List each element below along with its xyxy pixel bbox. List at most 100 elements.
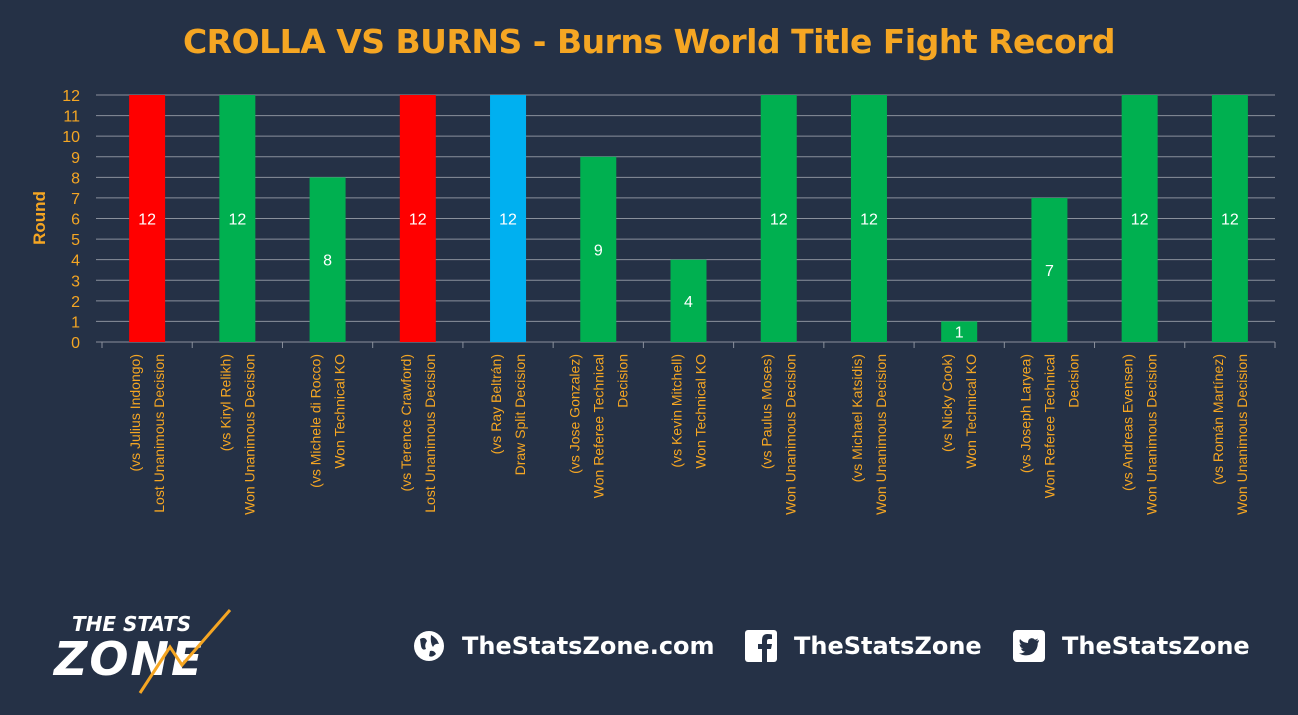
- x-tick-label-line: Won Technical KO: [332, 354, 348, 469]
- x-tick-label: (vs Andreas Evensen) Won Unanimous Decisi…: [1120, 354, 1160, 515]
- x-tick-label: (vs Nicky Cook) Won Technical KO: [939, 354, 979, 469]
- bar: [1121, 95, 1158, 342]
- x-tick-label-line: Won Technical KO: [963, 354, 979, 469]
- y-tick-label: 6: [71, 212, 80, 229]
- twitter-icon: [1013, 630, 1045, 662]
- website-link[interactable]: TheStatsZone.com: [412, 628, 715, 664]
- y-tick-label: 5: [71, 232, 80, 249]
- x-tick-label: (vs Michele di Rocco) Won Technical KO: [308, 354, 348, 488]
- x-tick-label-line: Won Unanimous Decision: [783, 354, 799, 515]
- x-tick-label-line: (vs Nicky Cook): [939, 354, 955, 452]
- footer: THE STATS ZONE TheStatsZone.com TheStats…: [0, 600, 1298, 700]
- x-tick-label-line: (vs Andreas Evensen): [1120, 354, 1136, 491]
- x-tick-label-line: Won Unanimous Decision: [241, 354, 257, 515]
- y-tick-label: 11: [63, 109, 80, 126]
- data-label: 12: [228, 212, 246, 229]
- x-tick-label-line: (vs Michael Katsidis): [849, 354, 865, 482]
- bar: [219, 95, 256, 342]
- x-tick-label: (vs Kevin Mitchell) Won Technical KO: [669, 354, 709, 469]
- x-tick-label: (vs Kiryl Relikh) Won Unanimous Decision: [217, 354, 257, 515]
- bar: [850, 95, 887, 342]
- y-tick-label: 0: [71, 335, 80, 352]
- twitter-link[interactable]: TheStatsZone: [1012, 628, 1250, 664]
- data-label: 1: [955, 325, 964, 342]
- bar: [309, 177, 346, 342]
- x-tick-label-line: Won Unanimous Decision: [1144, 354, 1160, 515]
- y-tick-label: 4: [71, 253, 80, 270]
- x-tick-label: (vs Paulus Moses) Won Unanimous Decision: [759, 354, 799, 515]
- x-tick-label-line: (vs Ray Beltrán): [488, 354, 504, 454]
- x-tick-label-line: Won Unanimous Decision: [1234, 354, 1250, 515]
- data-labels: 12 12 8 12 12 9 4 12 12 1 7 12 12: [138, 212, 1239, 342]
- x-tick-label-line: Draw Split Decision: [512, 354, 528, 475]
- x-tick-label: (vs Michael Katsidis) Won Unanimous Decis…: [849, 354, 889, 515]
- x-tick-label-line: Lost Unanimous Decision: [151, 354, 167, 513]
- y-tick-label: 3: [71, 273, 80, 290]
- x-tick-label-line: (vs Julius Indongo): [127, 354, 143, 472]
- x-tick-label-line: (vs Jose Gonzalez): [566, 354, 582, 474]
- bar: [129, 95, 166, 342]
- bars: [129, 95, 1248, 342]
- x-tick-label-line: (vs Paulus Moses): [759, 354, 775, 469]
- x-tick-label-line: Lost Unanimous Decision: [422, 354, 438, 513]
- y-tick-label: 10: [62, 129, 80, 146]
- data-label: 12: [770, 212, 788, 229]
- globe-icon: [414, 631, 444, 661]
- x-tick-label-line: Won Referee Technical: [1041, 354, 1057, 498]
- y-tick-label: 1: [71, 314, 80, 331]
- x-tick-label-line: (vs Terence Crawford): [398, 354, 414, 491]
- data-label: 8: [323, 253, 332, 270]
- facebook-link[interactable]: TheStatsZone: [744, 628, 982, 664]
- y-tick-label: 8: [71, 170, 80, 187]
- data-label: 9: [594, 242, 603, 259]
- x-tick-label: (vs Julius Indongo) Lost Unanimous Decisi…: [127, 354, 167, 513]
- data-label: 12: [138, 212, 156, 229]
- x-tick-label-line: (vs Kevin Mitchell): [669, 354, 685, 468]
- chart-title: CROLLA VS BURNS - Burns World Title Figh…: [182, 22, 1116, 61]
- logo-text-top: THE STATS: [72, 612, 191, 636]
- x-tick-label-line: (vs Michele di Rocco): [308, 354, 324, 488]
- logo-text-bottom: ZONE: [52, 632, 204, 686]
- x-tick-label-line: Decision: [614, 354, 630, 408]
- y-tick-label: 9: [71, 150, 80, 167]
- bar: [399, 95, 436, 342]
- data-label: 7: [1045, 263, 1054, 280]
- x-tick-label: (vs Jose Gonzalez) Won Referee Technical D…: [566, 354, 630, 498]
- bar: [760, 95, 797, 342]
- x-tick-label-line: Won Unanimous Decision: [873, 354, 889, 515]
- x-tick-label-line: Decision: [1065, 354, 1081, 408]
- facebook-icon: [745, 630, 777, 662]
- twitter-text: TheStatsZone: [1062, 632, 1250, 660]
- x-tick-label: (vs Terence Crawford) Lost Unanimous Deci…: [398, 354, 438, 513]
- website-text: TheStatsZone.com: [462, 632, 715, 660]
- x-tick-label: (vs Joseph Laryea) Won Referee Technical D…: [1017, 354, 1081, 498]
- data-label: 12: [409, 212, 427, 229]
- x-axis-labels: (vs Julius Indongo) Lost Unanimous Decisi…: [127, 354, 1250, 515]
- logo-swoosh: [138, 609, 232, 694]
- y-tick-label: 12: [62, 88, 80, 105]
- x-tick-label-line: Won Referee Technical: [590, 354, 606, 498]
- x-tick-label-line: (vs Kiryl Relikh): [217, 354, 233, 451]
- facebook-text: TheStatsZone: [794, 632, 982, 660]
- data-label: 12: [860, 212, 878, 229]
- x-tick-label-line: Won Technical KO: [693, 354, 709, 469]
- data-label: 12: [1131, 212, 1149, 229]
- y-axis-label: Round: [30, 191, 49, 245]
- data-label: 12: [499, 212, 517, 229]
- x-tick-label-line: (vs Román Martínez): [1210, 354, 1226, 485]
- x-tick-label-line: (vs Joseph Laryea): [1017, 354, 1033, 473]
- bar: [941, 321, 978, 342]
- bar: [670, 259, 707, 342]
- data-label: 4: [684, 294, 693, 311]
- bar: [580, 156, 617, 342]
- bar: [1031, 197, 1068, 342]
- x-tick-label: (vs Román Martínez) Won Unanimous Decisio…: [1210, 354, 1250, 515]
- y-tick-label: 2: [71, 294, 80, 311]
- x-tick-label: (vs Ray Beltrán) Draw Split Decision: [488, 354, 528, 475]
- y-tick-label: 7: [71, 191, 80, 208]
- bar: [1211, 95, 1248, 342]
- bar: [490, 95, 527, 342]
- data-label: 12: [1221, 212, 1239, 229]
